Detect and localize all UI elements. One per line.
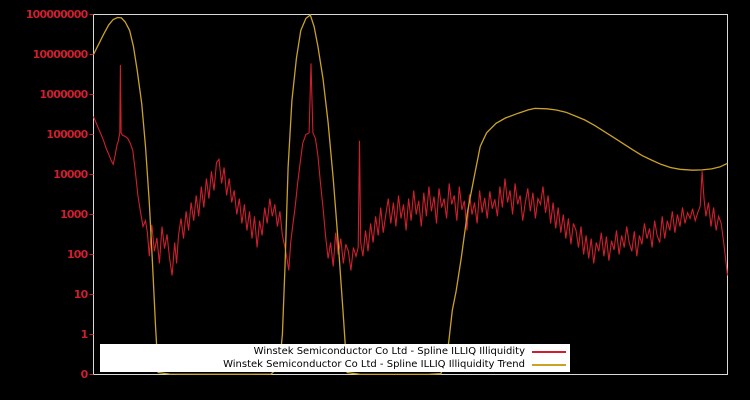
y-tick-label: 0 bbox=[81, 368, 89, 381]
legend-row-illiq: Winstek Semiconductor Co Ltd - Spline IL… bbox=[102, 345, 568, 358]
y-tick-label: 100000000 bbox=[26, 8, 89, 21]
y-tick-label: 10 bbox=[74, 288, 89, 301]
illiq-series-line bbox=[92, 63, 729, 276]
plot-border bbox=[93, 14, 728, 375]
y-tick-label: 100000 bbox=[46, 128, 88, 141]
legend-label-trend: Winstek Semiconductor Co Ltd - Spline IL… bbox=[223, 359, 525, 370]
y-tick-label: 10000000 bbox=[33, 48, 89, 61]
trend-series-line bbox=[92, 13, 728, 376]
legend-line-sample-trend bbox=[532, 363, 566, 366]
legend-line-sample-illiq bbox=[532, 350, 566, 353]
legend-row-trend: Winstek Semiconductor Co Ltd - Spline IL… bbox=[102, 358, 568, 371]
y-axis: 1000000001000000010000001000001000010001… bbox=[26, 8, 94, 381]
y-tick-label: 1000000 bbox=[40, 88, 89, 101]
legend-label-illiq: Winstek Semiconductor Co Ltd - Spline IL… bbox=[253, 346, 525, 357]
y-tick-label: 100 bbox=[67, 248, 89, 261]
legend: Winstek Semiconductor Co Ltd - Spline IL… bbox=[100, 344, 570, 372]
y-tick-label: 1 bbox=[81, 328, 88, 341]
y-tick-label: 1000 bbox=[60, 208, 89, 221]
y-tick-label: 10000 bbox=[53, 168, 88, 181]
